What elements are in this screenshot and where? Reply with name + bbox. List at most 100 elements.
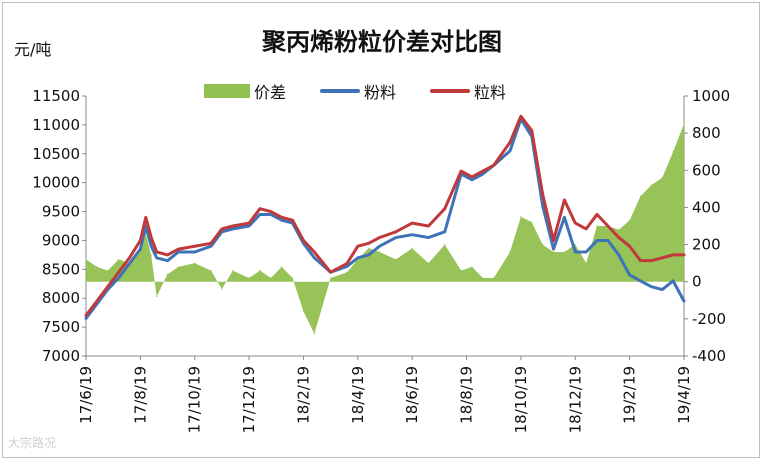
point-powder (607, 239, 609, 242)
point-spread (281, 266, 283, 268)
point-spread (427, 262, 430, 264)
x-tick-label: 17/8/19 (131, 366, 149, 424)
point-spread (493, 277, 495, 279)
point-granule (607, 225, 609, 227)
point-spread (542, 243, 544, 246)
y-left-tick-label: 8000 (42, 289, 80, 307)
y-left-tick-label: 7500 (42, 318, 80, 336)
point-powder (139, 248, 142, 250)
point-spread (150, 255, 152, 257)
chart-title: 聚丙烯粉粒价差对比图 (262, 27, 502, 56)
point-granule (509, 141, 511, 144)
point-powder (150, 245, 153, 248)
point-spread (531, 221, 533, 223)
legend-swatch-powder (320, 89, 361, 93)
series-line-powder (84, 117, 686, 320)
x-tick-label: 17/6/19 (77, 366, 95, 424)
point-spread (346, 271, 348, 274)
point-powder (427, 236, 430, 239)
point-granule (460, 170, 462, 172)
point-spread (683, 123, 685, 125)
point-powder (166, 259, 169, 262)
point-powder (210, 245, 212, 248)
point-granule (661, 256, 664, 259)
y-right-tick-label: 200 (692, 236, 721, 254)
point-granule (280, 216, 283, 219)
x-tick-label: 18/2/19 (294, 366, 312, 424)
point-granule (210, 242, 212, 245)
point-spread (221, 288, 223, 290)
point-granule (302, 239, 305, 242)
point-granule (683, 254, 685, 256)
y-left-tick-label: 10000 (32, 174, 80, 192)
legend-label-granule: 粒料 (474, 83, 507, 102)
legend-label-spread: 价差 (254, 83, 287, 102)
y-right-tick-label: 400 (692, 198, 721, 216)
point-powder (650, 285, 653, 288)
point-granule (520, 115, 522, 118)
y-right-tick-label: -400 (692, 347, 726, 365)
point-powder (85, 317, 87, 320)
point-spread (596, 225, 598, 227)
point-granule (427, 225, 430, 227)
point-powder (367, 254, 370, 256)
point-spread (650, 184, 652, 186)
point-spread (194, 262, 196, 264)
point-spread (672, 151, 674, 153)
point-granule (128, 256, 131, 259)
point-powder (193, 251, 196, 253)
point-powder (378, 245, 381, 248)
point-powder (155, 256, 158, 259)
legend-swatch-spread (204, 84, 250, 98)
point-spread (248, 277, 250, 279)
series-line-granule (84, 114, 686, 318)
point-spread (411, 247, 413, 249)
point-powder (509, 150, 511, 152)
point-granule (471, 176, 473, 178)
y-left-tick-label: 9500 (42, 203, 80, 221)
point-spread (96, 266, 98, 268)
point-powder (639, 280, 642, 282)
point-spread (210, 269, 212, 272)
point-spread (85, 258, 87, 261)
point-powder (471, 178, 473, 181)
point-spread (618, 229, 620, 231)
point-spread (302, 310, 305, 313)
point-granule (106, 285, 109, 288)
point-spread (520, 216, 522, 218)
point-powder (128, 262, 131, 265)
point-granule (482, 170, 484, 172)
series-area-spread (86, 123, 684, 334)
point-powder (145, 225, 147, 227)
point-powder (270, 213, 272, 216)
point-granule (139, 239, 142, 242)
point-powder (313, 256, 316, 259)
point-spread (444, 243, 446, 246)
x-tick-label: 18/4/19 (349, 366, 367, 424)
y-left-tick-label: 7000 (42, 347, 80, 365)
point-granule (650, 259, 653, 262)
point-powder (395, 236, 397, 239)
point-spread (177, 266, 180, 268)
point-powder (280, 219, 283, 222)
point-powder (574, 251, 577, 253)
point-spread (552, 251, 555, 253)
point-granule (117, 271, 120, 274)
legend-label-powder: 粉料 (364, 83, 397, 102)
point-powder (563, 216, 566, 219)
y-axis-unit-label: 元/吨 (14, 40, 52, 59)
point-granule (270, 210, 272, 213)
point-granule (193, 245, 196, 248)
point-spread (574, 243, 576, 246)
legend-item-granule: 粒料 (430, 79, 506, 103)
point-powder (672, 280, 674, 282)
point-spread (509, 251, 511, 253)
point-granule (563, 199, 566, 201)
point-granule (492, 164, 495, 167)
y-right-tick-label: 1000 (692, 87, 730, 105)
point-granule (96, 300, 98, 302)
point-granule (329, 271, 332, 274)
point-granule (378, 236, 381, 239)
legend-swatch-granule (430, 89, 471, 93)
